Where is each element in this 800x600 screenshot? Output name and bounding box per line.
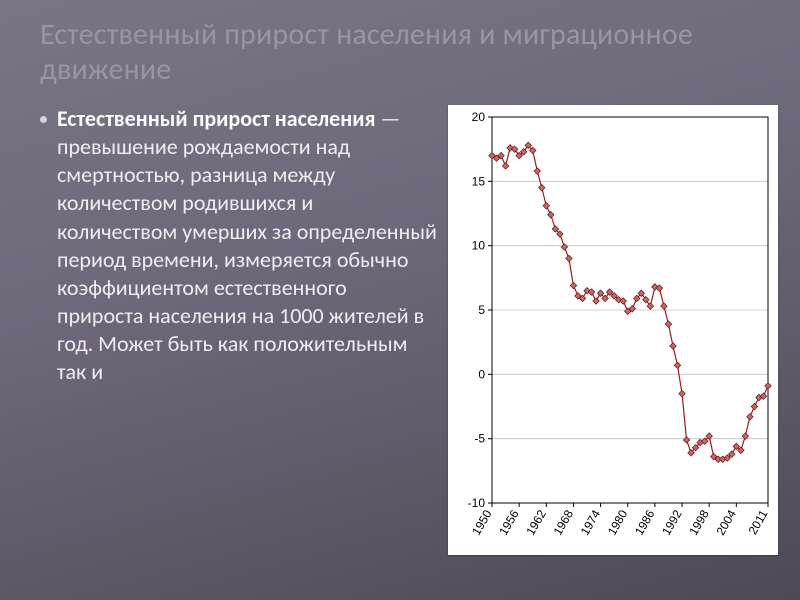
slide: Естественный прирост населения и миграци… (0, 0, 800, 600)
bullet-bold: Естественный прирост населения (57, 105, 375, 132)
content-row: Естественный прирост населения — превыше… (40, 105, 778, 555)
svg-text:5: 5 (478, 303, 485, 317)
population-growth-chart: -10-505101520195019561962196819741980198… (448, 105, 778, 555)
svg-text:0: 0 (478, 367, 485, 381)
bullet-item: Естественный прирост населения — превыше… (40, 105, 438, 387)
bullet-rest: — превышение рождаемости над смертностью… (57, 105, 437, 385)
bullet-column: Естественный прирост населения — превыше… (40, 105, 438, 387)
svg-text:10: 10 (472, 239, 486, 253)
chart-svg: -10-505101520195019561962196819741980198… (448, 105, 778, 555)
slide-title: Естественный прирост населения и миграци… (40, 18, 778, 87)
svg-text:15: 15 (472, 174, 486, 188)
bullet-text: Естественный прирост населения — превыше… (57, 105, 438, 387)
bullet-icon (40, 116, 47, 123)
svg-text:20: 20 (472, 110, 486, 124)
svg-text:-5: -5 (474, 432, 485, 446)
